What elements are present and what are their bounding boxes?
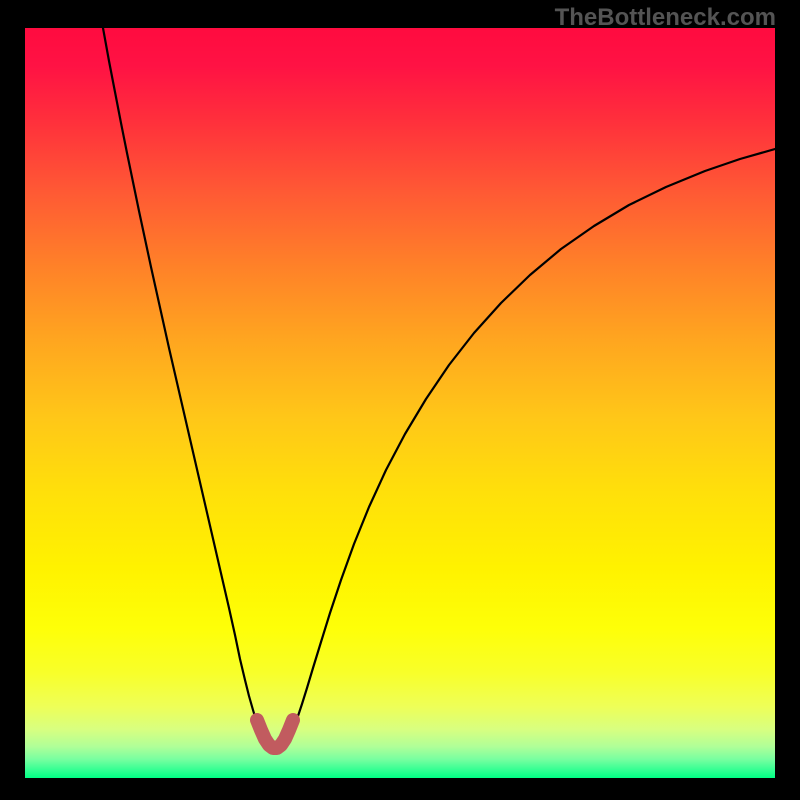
gradient-background bbox=[25, 28, 775, 778]
plot-area bbox=[25, 28, 775, 778]
watermark-text: TheBottleneck.com bbox=[555, 4, 776, 32]
chart-container: TheBottleneck.com bbox=[0, 0, 800, 800]
